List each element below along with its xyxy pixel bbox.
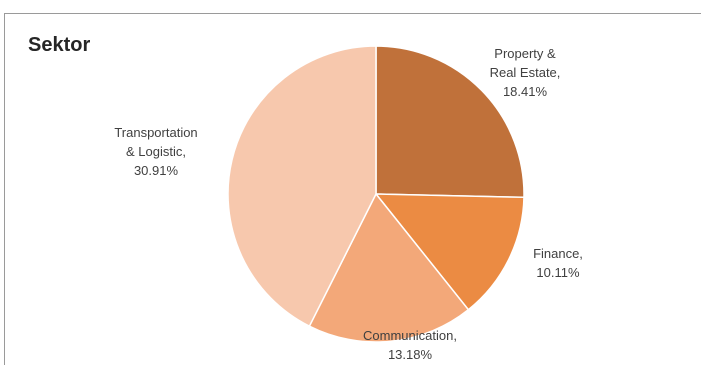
chart-title: Sektor [28,34,91,56]
chart-frame-top [4,13,701,14]
chart-frame-left [4,13,5,365]
slice-label-transportation-logistic: Transportation & Logistic, 30.91% [114,125,197,178]
slice-label-communication: Communication, 13.18% [363,328,457,362]
pie-slice-finance [374,193,525,311]
pie-slice-communication [308,192,470,343]
slice-label-finance: Finance, 10.11% [533,246,583,280]
pie-slice-transportation-logistic [227,45,377,328]
slice-label-property-real-estate: Property & Real Estate, 18.41% [490,46,561,99]
pie-slice-property-real-estate [375,45,525,199]
